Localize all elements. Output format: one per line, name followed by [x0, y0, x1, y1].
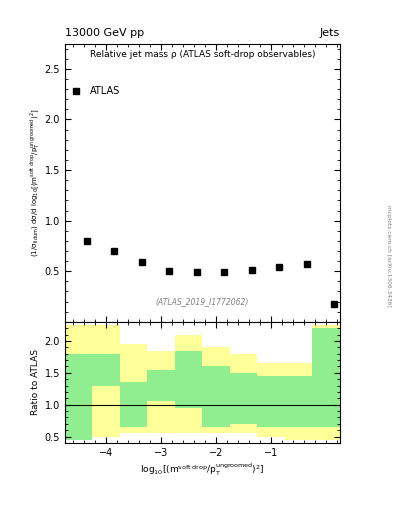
X-axis label: log$_{10}$[(m$^{\mathrm{soft\ drop}}$/p$_{\mathrm{T}}^{\mathrm{ungroomed}}$)$^{2: log$_{10}$[(m$^{\mathrm{soft\ drop}}$/p$… — [140, 462, 264, 478]
Text: Relative jet mass ρ (ATLAS soft-drop observables): Relative jet mass ρ (ATLAS soft-drop obs… — [90, 51, 315, 59]
Text: 13000 GeV pp: 13000 GeV pp — [65, 28, 144, 38]
Text: mcplots.cern.ch [arXiv:1306.3436]: mcplots.cern.ch [arXiv:1306.3436] — [386, 205, 391, 307]
Y-axis label: Ratio to ATLAS: Ratio to ATLAS — [31, 349, 40, 415]
Text: ATLAS: ATLAS — [90, 86, 120, 96]
Text: (ATLAS_2019_I1772062): (ATLAS_2019_I1772062) — [156, 297, 249, 307]
Y-axis label: (1/σ$_{\mathrm{fidum}}$) dσ/d log$_{10}$[(m$^{\mathrm{soft\ drop}}$/p$_{\mathrm{: (1/σ$_{\mathrm{fidum}}$) dσ/d log$_{10}$… — [28, 109, 42, 257]
Text: Jets: Jets — [320, 28, 340, 38]
